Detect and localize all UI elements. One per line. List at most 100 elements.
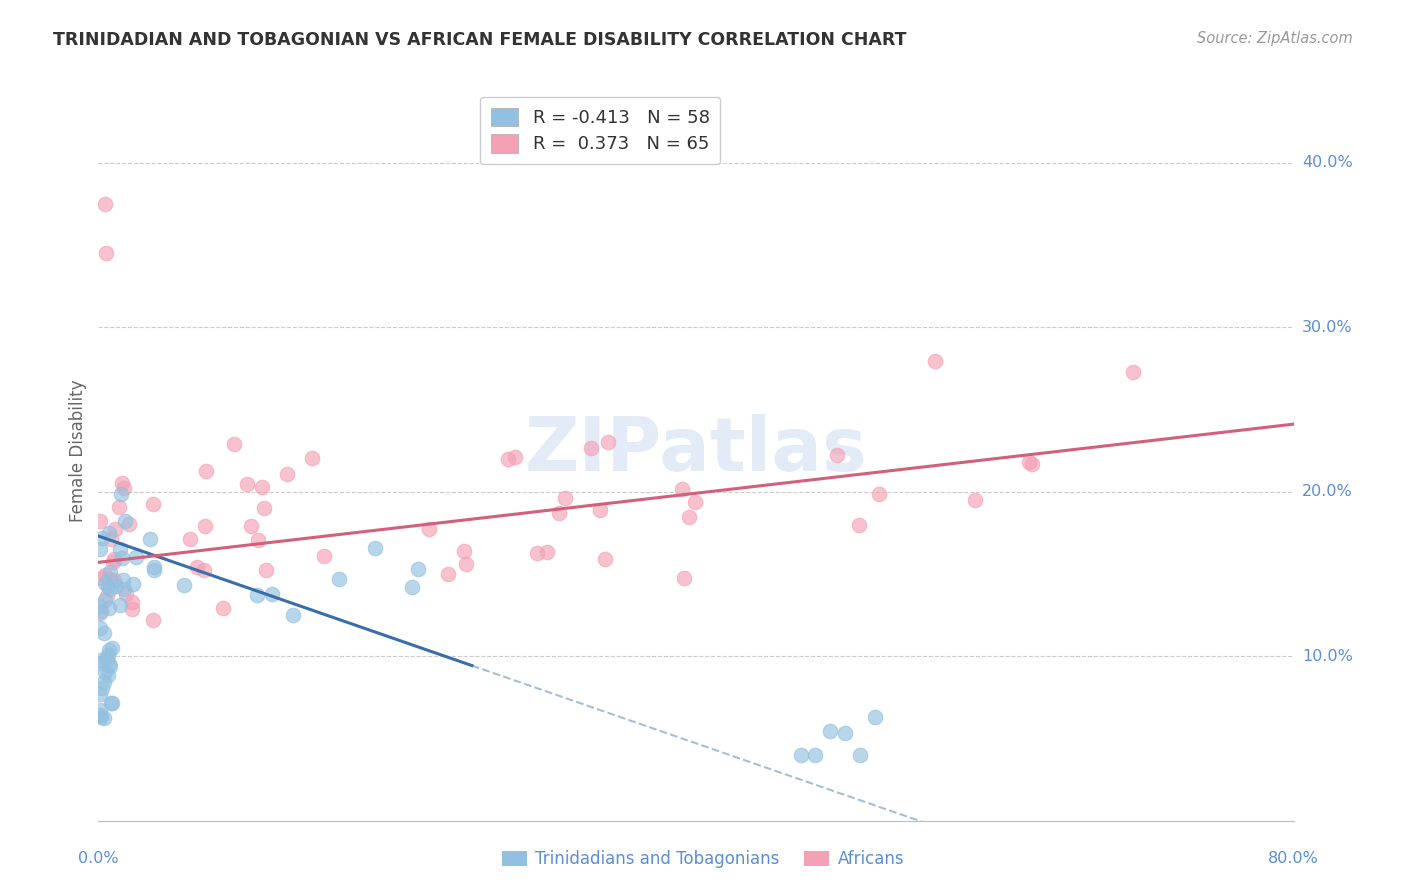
Point — [194, 464, 217, 478]
Y-axis label: Female Disability: Female Disability — [69, 379, 87, 522]
Point — [103, 573, 125, 587]
Point — [97, 648, 120, 662]
Point — [98, 658, 121, 673]
Point — [100, 696, 122, 710]
Point — [89, 708, 111, 723]
Point — [283, 608, 305, 623]
Point — [97, 526, 120, 541]
Point — [111, 573, 134, 587]
Point — [222, 436, 245, 450]
Text: 20.0%: 20.0% — [1302, 484, 1353, 500]
Point — [848, 518, 870, 533]
Point — [105, 579, 128, 593]
Point — [96, 589, 118, 603]
Point — [89, 621, 111, 635]
Point — [98, 565, 121, 579]
Point — [554, 491, 576, 505]
Point — [112, 481, 135, 495]
Text: TRINIDADIAN AND TOBAGONIAN VS AFRICAN FEMALE DISABILITY CORRELATION CHART: TRINIDADIAN AND TOBAGONIAN VS AFRICAN FE… — [53, 31, 907, 49]
Point — [865, 710, 887, 724]
Point — [239, 519, 262, 533]
Point — [678, 509, 700, 524]
Point — [849, 747, 872, 762]
Point — [672, 571, 695, 585]
Point — [503, 450, 526, 465]
Point — [89, 514, 111, 528]
Point — [89, 656, 111, 670]
Point — [437, 567, 460, 582]
Point — [89, 703, 111, 717]
Point — [246, 533, 269, 548]
Point — [97, 668, 120, 682]
Point — [110, 542, 132, 557]
Text: 10.0%: 10.0% — [1302, 648, 1353, 664]
Point — [924, 353, 946, 368]
Point — [236, 477, 259, 491]
Point — [963, 492, 986, 507]
Point — [89, 542, 111, 557]
Text: 40.0%: 40.0% — [1302, 155, 1353, 170]
Point — [820, 724, 842, 739]
Point — [93, 625, 115, 640]
Point — [401, 580, 423, 594]
Text: 0.0%: 0.0% — [79, 851, 118, 866]
Point — [91, 532, 114, 546]
Point — [89, 599, 111, 614]
Point — [364, 541, 387, 555]
Point — [100, 532, 122, 546]
Point — [671, 482, 693, 496]
Point — [110, 487, 132, 501]
Point — [97, 643, 120, 657]
Point — [94, 593, 117, 607]
Point — [314, 549, 336, 564]
Point — [112, 582, 135, 597]
Point — [252, 480, 274, 494]
Point — [96, 246, 118, 260]
Point — [93, 675, 115, 690]
Text: ZIPatlas: ZIPatlas — [524, 414, 868, 487]
Point — [94, 576, 117, 591]
Point — [186, 560, 208, 574]
Point — [91, 570, 114, 584]
Point — [179, 532, 201, 546]
Point — [89, 606, 111, 620]
Point — [454, 558, 477, 572]
Point — [789, 747, 811, 762]
Point — [589, 502, 612, 516]
Point — [211, 600, 233, 615]
Point — [97, 657, 120, 672]
Point — [90, 653, 112, 667]
Text: 80.0%: 80.0% — [1268, 851, 1319, 866]
Point — [121, 577, 143, 591]
Point — [94, 567, 117, 582]
Point — [98, 582, 121, 596]
Point — [547, 506, 569, 520]
Point — [101, 696, 124, 710]
Point — [142, 613, 165, 627]
Point — [173, 578, 195, 592]
Point — [107, 500, 129, 514]
Point — [101, 555, 124, 569]
Point — [121, 601, 143, 615]
Point — [103, 551, 125, 566]
Point — [593, 552, 616, 566]
Point — [683, 494, 706, 508]
Point — [111, 476, 134, 491]
Point — [111, 551, 134, 566]
Point — [496, 452, 519, 467]
Point — [143, 563, 166, 577]
Point — [276, 467, 298, 482]
Point — [142, 497, 165, 511]
Point — [246, 588, 269, 602]
Point — [596, 434, 619, 449]
Point — [406, 562, 429, 576]
Point — [260, 587, 283, 601]
Point — [118, 516, 141, 531]
Point — [827, 448, 849, 462]
Point — [94, 665, 117, 680]
Point — [108, 599, 131, 613]
Point — [97, 579, 120, 593]
Point — [139, 532, 162, 546]
Point — [94, 196, 117, 211]
Point — [254, 563, 277, 577]
